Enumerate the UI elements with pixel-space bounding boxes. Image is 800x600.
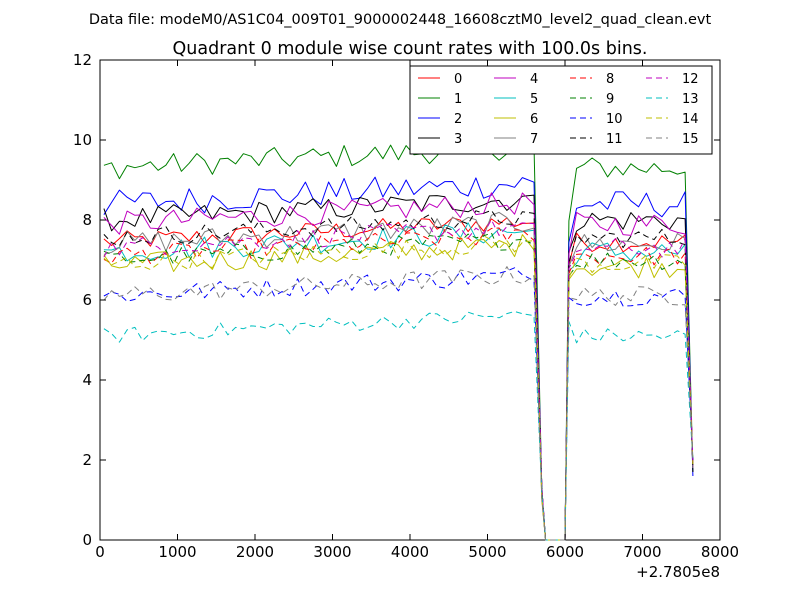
legend-label-5: 5 — [530, 92, 538, 107]
legend-box — [409, 65, 713, 155]
series-line-15 — [103, 266, 694, 541]
x-tick-label-5000: 5000 — [468, 543, 506, 561]
y-tick-label-6: 6 — [82, 291, 92, 309]
series-line-5 — [103, 222, 694, 541]
legend-label-3: 3 — [454, 132, 462, 147]
x-tick-label-2000: 2000 — [236, 543, 274, 561]
legend-label-11: 11 — [606, 132, 623, 147]
y-tick-label-10: 10 — [73, 131, 92, 149]
y-tick-label-0: 0 — [82, 531, 92, 549]
legend-label-9: 9 — [606, 92, 614, 107]
y-tick-label-4: 4 — [82, 371, 92, 389]
legend-label-15: 15 — [682, 132, 699, 147]
plot-area: 0 1000 2000 3000 4000 5000 6000 7000 80000246810… — [73, 51, 739, 561]
series-line-3 — [103, 194, 694, 541]
x-offset-label: +2.7805e8 — [636, 563, 720, 581]
legend-label-14: 14 — [682, 112, 699, 127]
series-line-7 — [103, 211, 694, 541]
legend-label-6: 6 — [530, 112, 538, 127]
series-line-4 — [103, 192, 694, 541]
series-line-14 — [103, 235, 694, 541]
series-line-12 — [103, 219, 694, 541]
x-tick-label-0: 0 — [95, 543, 105, 561]
x-tick-label-7000: 7000 — [623, 543, 661, 561]
legend-label-2: 2 — [454, 112, 462, 127]
series-line-8 — [103, 227, 694, 541]
legend-label-12: 12 — [682, 72, 699, 87]
x-tick-label-6000: 6000 — [546, 543, 584, 561]
legend-label-7: 7 — [530, 132, 538, 147]
legend-label-0: 0 — [454, 72, 462, 87]
x-tick-label-8000: 8000 — [701, 543, 739, 561]
x-tick-label-4000: 4000 — [391, 543, 429, 561]
series-line-13 — [103, 311, 694, 541]
legend-label-8: 8 — [606, 72, 614, 87]
x-tick-label-3000: 3000 — [313, 543, 351, 561]
y-tick-label-8: 8 — [82, 211, 92, 229]
legend-label-1: 1 — [454, 92, 462, 107]
series-line-9 — [103, 232, 694, 541]
series-line-11 — [103, 209, 694, 541]
series-line-1 — [103, 137, 694, 541]
chart-title: Quadrant 0 module wise count rates with … — [173, 39, 648, 59]
legend-label-13: 13 — [682, 92, 699, 107]
legend-label-4: 4 — [530, 72, 538, 87]
legend-label-10: 10 — [606, 112, 623, 127]
data-file-label: Data file: modeM0/AS1C04_009T01_90000024… — [89, 12, 712, 28]
y-tick-label-12: 12 — [73, 51, 92, 69]
x-tick-label-1000: 1000 — [158, 543, 196, 561]
y-tick-label-2: 2 — [82, 451, 92, 469]
